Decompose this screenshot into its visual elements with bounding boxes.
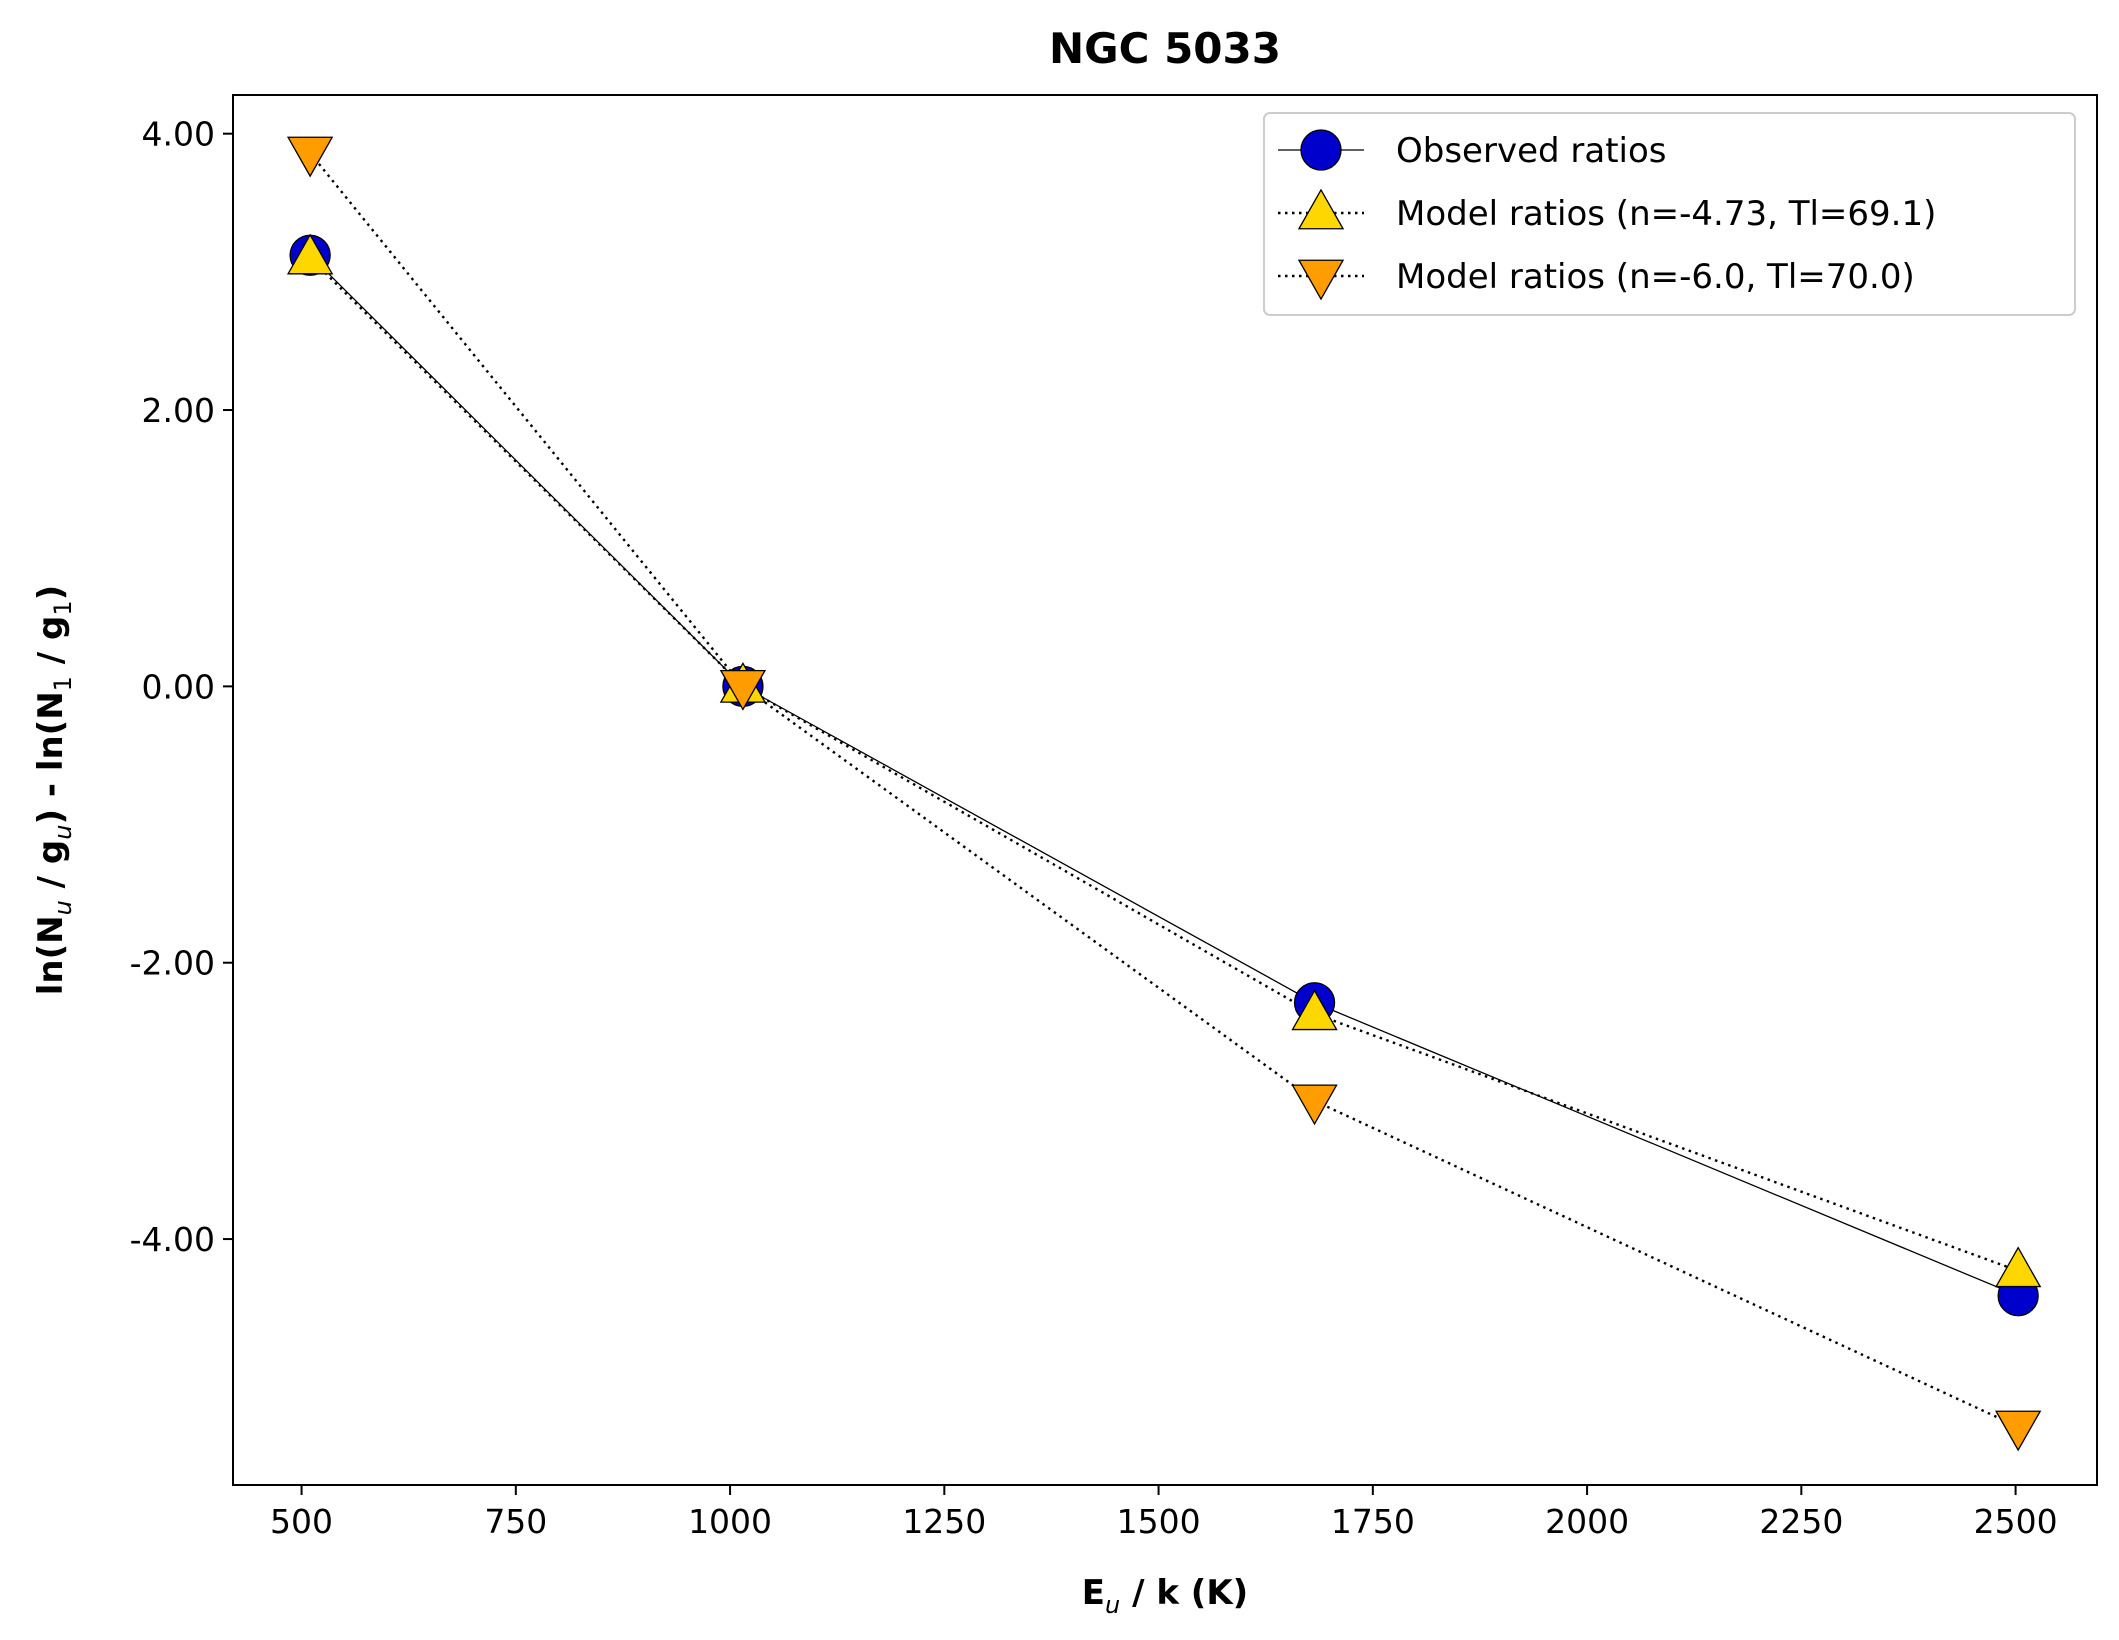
legend-label-observed: Observed ratios xyxy=(1396,131,1667,171)
y-tick-label: -4.00 xyxy=(130,1220,215,1259)
series-line-model-a xyxy=(309,257,2019,1272)
x-tick-label: 2000 xyxy=(1545,1502,1629,1541)
data-point-model-b xyxy=(286,136,334,178)
data-point-model-a xyxy=(1291,989,1338,1031)
y-tick-label: 2.00 xyxy=(142,391,215,430)
data-point-model-b xyxy=(1291,1084,1338,1126)
data-point-model-b xyxy=(719,669,767,711)
x-tick-label: 750 xyxy=(484,1502,547,1541)
y-tick-label: 4.00 xyxy=(142,115,215,154)
y-axis-label-subscript: u xyxy=(49,825,77,840)
y-axis-label: ln(Nu / gu) - ln(N1 / g1) xyxy=(31,585,77,995)
legend-marker-model-a xyxy=(1297,188,1345,230)
y-axis-label-subscript: 1 xyxy=(49,676,77,691)
y-tick-label: 0.00 xyxy=(142,667,215,706)
x-axis-label-subscript: u xyxy=(1105,1591,1120,1619)
x-tick-label: 2500 xyxy=(1974,1502,2058,1541)
series-line-model-b xyxy=(309,152,2019,1429)
x-tick-label: 500 xyxy=(270,1502,333,1541)
data-point-model-b xyxy=(1994,1410,2042,1452)
x-axis-label-rest: / k (K) xyxy=(1120,1573,1248,1613)
plot-lines xyxy=(309,152,2019,1429)
plot-markers xyxy=(286,136,2042,1452)
y-axis-label-part: / g xyxy=(31,616,71,676)
x-tick-label: 1500 xyxy=(1117,1502,1201,1541)
legend-box xyxy=(1263,112,2076,316)
y-axis-label-part: / g xyxy=(31,840,71,900)
x-tick-label: 1000 xyxy=(688,1502,772,1541)
y-axis-label-part: ln(N xyxy=(31,915,71,995)
x-tick-label: 1750 xyxy=(1331,1502,1415,1541)
y-axis-label-subscript: 1 xyxy=(49,600,77,615)
legend-label-model-b: Model ratios (n=-6.0, Tl=70.0) xyxy=(1396,257,1915,297)
x-axis: 500 750 1000 1250 1500 1750 2000 2250 2500 xyxy=(270,1485,2058,1541)
y-axis: 4.00 2.00 0.00 -2.00 -4.00 xyxy=(130,115,233,1259)
y-axis-label-subscript: u xyxy=(49,900,77,915)
plot-frame xyxy=(232,94,2098,1486)
legend: Observed ratios Model ratios (n=-4.73, Tl… xyxy=(1263,112,2076,316)
x-tick-label: 1250 xyxy=(902,1502,986,1541)
chart-title: NGC 5033 xyxy=(1049,24,1281,73)
data-point-model-a xyxy=(1994,1246,2042,1288)
x-axis-label: Eu / k (K) xyxy=(1082,1573,1248,1619)
legend-label-model-a: Model ratios (n=-4.73, Tl=69.1) xyxy=(1396,194,1936,234)
data-point-model-a xyxy=(286,233,334,275)
x-tick-label: 2250 xyxy=(1759,1502,1843,1541)
y-axis-label-part: ) xyxy=(31,585,71,601)
y-tick-label: -2.00 xyxy=(130,944,215,983)
x-axis-label-main: E xyxy=(1082,1573,1105,1613)
y-axis-label-part: ) - ln(N xyxy=(31,691,71,824)
legend-marker-observed xyxy=(1300,129,1342,171)
legend-marker-model-b xyxy=(1297,259,1345,301)
